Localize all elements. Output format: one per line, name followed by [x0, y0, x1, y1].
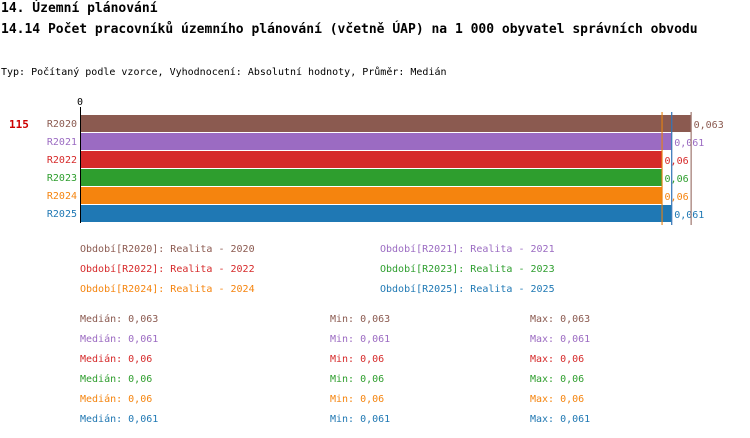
stat-median: Medián: 0,061 — [80, 414, 159, 425]
stat-median: Medián: 0,06 — [80, 394, 153, 405]
bar-R2025 — [81, 205, 672, 222]
category-label: R2024 — [47, 191, 77, 202]
value-label: 0,061 — [674, 210, 704, 221]
stat-max: Max: 0,061 — [530, 334, 591, 345]
stat-median: Medián: 0,06 — [80, 354, 153, 365]
legend-item: Období[R2025]: Realita - 2025 — [380, 284, 555, 295]
stat-max: Max: 0,06 — [530, 374, 585, 385]
legend-item: Období[R2023]: Realita - 2023 — [380, 264, 555, 275]
chart-title: 14.14 Počet pracovníků územního plánován… — [1, 22, 698, 37]
bar-R2021 — [81, 133, 672, 150]
legend-item: Období[R2022]: Realita - 2022 — [80, 264, 255, 275]
stat-min: Min: 0,061 — [330, 334, 391, 345]
bar-R2022 — [81, 151, 662, 168]
category-label: R2023 — [47, 173, 77, 184]
value-label: 0,063 — [694, 120, 724, 131]
legend-item: Období[R2024]: Realita - 2024 — [80, 284, 255, 295]
value-label: 0,06 — [665, 156, 689, 167]
value-label: 0,061 — [674, 138, 704, 149]
category-label: R2021 — [47, 137, 77, 148]
section-title: 14. Územní plánování — [1, 1, 158, 16]
value-label: 0,06 — [665, 174, 689, 185]
legend-item: Období[R2021]: Realita - 2021 — [380, 244, 555, 255]
stat-median: Medián: 0,063 — [80, 314, 159, 325]
bar-R2024 — [81, 187, 662, 204]
chart-subtitle: Typ: Počítaný podle vzorce, Vyhodnocení:… — [1, 67, 447, 78]
value-label: 0,06 — [665, 192, 689, 203]
stat-max: Max: 0,063 — [530, 314, 591, 325]
legend-item: Období[R2020]: Realita - 2020 — [80, 244, 255, 255]
category-label: R2020 — [47, 119, 77, 130]
category-label: R2022 — [47, 155, 77, 166]
x-axis-tick-label: 0 — [77, 97, 83, 108]
bar-R2020 — [81, 115, 691, 132]
category-label: R2025 — [47, 209, 77, 220]
stat-min: Min: 0,06 — [330, 374, 385, 385]
bar-chart: 0 115 R2020 0,063 R2021 0,061 R2022 0,06 R2023 0,… — [9, 97, 724, 225]
stat-min: Min: 0,063 — [330, 314, 391, 325]
stat-median: Medián: 0,06 — [80, 374, 153, 385]
stat-max: Max: 0,06 — [530, 394, 585, 405]
row-marker: 115 — [9, 118, 29, 131]
stat-min: Min: 0,061 — [330, 414, 391, 425]
stat-median: Medián: 0,061 — [80, 334, 159, 345]
stat-min: Min: 0,06 — [330, 394, 385, 405]
stat-min: Min: 0,06 — [330, 354, 385, 365]
stat-max: Max: 0,06 — [530, 354, 585, 365]
stat-max: Max: 0,061 — [530, 414, 591, 425]
bar-R2023 — [81, 169, 662, 186]
